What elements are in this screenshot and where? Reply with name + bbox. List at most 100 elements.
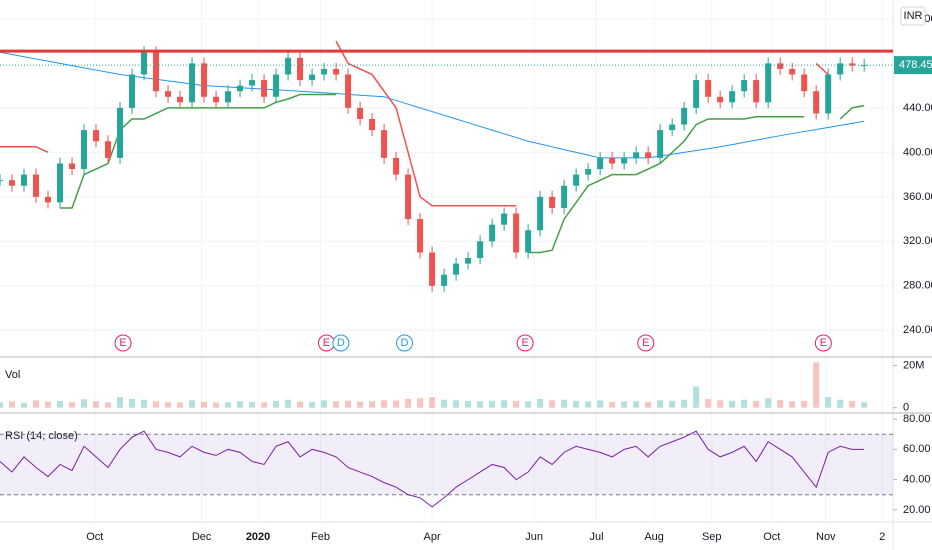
candle-body <box>693 80 700 108</box>
candle-body <box>285 57 292 75</box>
candle-body <box>429 252 436 286</box>
candle-body <box>369 119 376 131</box>
rsi-title: RSI (14, close) <box>5 430 78 442</box>
candle-body <box>117 107 124 158</box>
indicator-line <box>60 93 865 254</box>
volume-bar <box>825 397 832 408</box>
event-label: D <box>401 337 409 349</box>
candle-body <box>753 80 760 103</box>
candle-body <box>393 157 400 175</box>
candle-body <box>93 130 100 142</box>
candle-body <box>453 263 460 275</box>
candle-body <box>357 107 364 119</box>
candle-body <box>669 124 676 131</box>
y-tick-label: 240.00 <box>903 324 932 336</box>
volume-bar <box>0 402 3 408</box>
volume-bar <box>717 400 724 408</box>
volume-bar <box>105 402 112 408</box>
volume-bar <box>249 401 256 408</box>
volume-bar <box>9 401 16 408</box>
candle-body <box>333 68 340 75</box>
volume-bar <box>537 398 544 408</box>
currency-badge[interactable] <box>900 6 926 26</box>
candle-body <box>765 63 772 103</box>
candle-body <box>249 80 256 86</box>
candle-body <box>225 91 232 103</box>
rsi-tick-label: 20.00 <box>903 504 931 516</box>
x-tick-label: Sep <box>702 531 722 543</box>
volume-bar <box>417 398 424 408</box>
candle-body <box>105 141 112 158</box>
y-tick-label: 360.00 <box>903 191 932 203</box>
candle-body <box>813 91 820 114</box>
volume-bar <box>549 400 556 408</box>
candle-body <box>153 52 160 92</box>
x-tick-label: Oct <box>86 531 103 543</box>
y-tick-label: 280.00 <box>903 280 932 292</box>
event-label: E <box>119 337 126 349</box>
candle-body <box>513 213 520 253</box>
volume-bar <box>657 400 664 408</box>
volume-title: Vol <box>5 369 20 381</box>
volume-bar <box>381 400 388 408</box>
y-tick-label: 440.00 <box>903 102 932 114</box>
volume-bar <box>141 399 148 408</box>
volume-bar <box>45 401 52 408</box>
volume-bar <box>153 401 160 408</box>
event-marker <box>814 334 832 352</box>
candle-body <box>9 180 16 186</box>
x-tick-label: Jul <box>590 531 604 543</box>
candle-body <box>381 130 388 158</box>
volume-bar <box>729 400 736 408</box>
volume-bar <box>597 400 604 408</box>
volume-bar <box>753 400 760 408</box>
volume-bar <box>489 400 496 408</box>
y-tick-label: 400.00 <box>903 146 932 158</box>
candle-body <box>645 152 652 158</box>
candle-body <box>309 74 316 81</box>
volume-bar <box>465 400 472 408</box>
x-tick-label: Dec <box>192 531 212 543</box>
event-label: E <box>642 337 649 349</box>
rsi-tick-label: 80.00 <box>903 413 931 425</box>
candle-body <box>549 196 556 208</box>
volume-bar <box>633 401 640 408</box>
volume-bar <box>165 402 172 408</box>
volume-bar <box>93 401 100 408</box>
volume-bar <box>285 399 292 408</box>
volume-bar <box>273 400 280 408</box>
volume-bar <box>765 398 772 408</box>
candle-body <box>213 96 220 103</box>
candle-body <box>609 157 616 164</box>
volume-bar <box>33 400 40 408</box>
candle-body <box>141 52 148 75</box>
x-tick-label: Oct <box>763 531 780 543</box>
volume-bar <box>861 402 868 408</box>
volume-bar <box>261 402 268 408</box>
rsi-line <box>0 430 865 508</box>
candle-body <box>477 241 484 259</box>
event-marker <box>332 334 350 352</box>
candle-body <box>81 130 88 170</box>
volume-bar <box>309 402 316 408</box>
candle-body <box>237 85 244 92</box>
y-tick-label: 320.00 <box>903 235 932 247</box>
volume-bar <box>429 397 436 408</box>
event-marker <box>395 334 413 352</box>
candle-body <box>681 107 688 125</box>
candle-body <box>0 180 3 182</box>
volume-bar <box>801 400 808 408</box>
rsi-tick-label: 40.00 <box>903 474 931 486</box>
candle-body <box>633 152 640 158</box>
volume-bar <box>849 400 856 408</box>
candle-body <box>717 96 724 103</box>
candle-body <box>741 80 748 92</box>
volume-bar <box>669 400 676 408</box>
volume-bar <box>213 402 220 408</box>
candle-body <box>729 91 736 103</box>
candle-body <box>789 68 796 75</box>
last-price-box <box>894 56 932 75</box>
candle-body <box>585 169 592 175</box>
volume-bar <box>297 401 304 408</box>
